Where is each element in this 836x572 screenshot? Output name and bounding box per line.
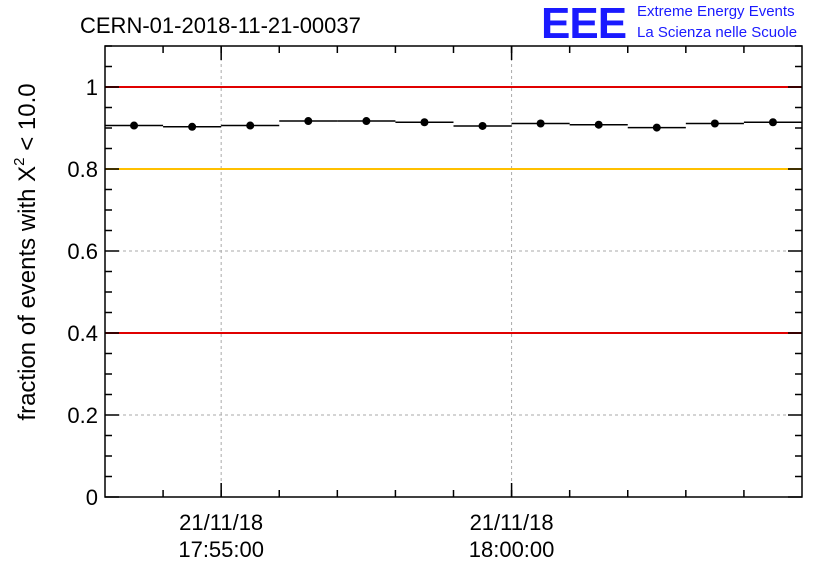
y-axis-label-suffix: < 10.0 xyxy=(14,83,41,157)
x-tick-label-date: 21/11/18 xyxy=(470,510,554,535)
data-point xyxy=(130,121,139,130)
data-point xyxy=(478,121,487,130)
y-axis-label-chi: X xyxy=(14,166,41,182)
eee-logo-line-1: Extreme Energy Events xyxy=(637,3,795,20)
y-tick-label: 0.4 xyxy=(67,321,98,346)
x-tick-label-time: 18:00:00 xyxy=(469,537,555,562)
grid-lines xyxy=(105,46,802,497)
y-axis-label-superscript: 2 xyxy=(11,157,28,165)
x-tick-label-time: 17:55:00 xyxy=(178,537,264,562)
data-point xyxy=(652,123,661,132)
data-point xyxy=(420,118,429,127)
data-point xyxy=(594,120,603,129)
y-tick-label: 0.6 xyxy=(67,239,98,264)
data-point xyxy=(536,119,545,128)
data-point xyxy=(710,119,719,128)
reference-lines xyxy=(105,86,802,334)
data-point xyxy=(304,117,313,126)
y-tick-label: 1 xyxy=(86,75,98,100)
data-series xyxy=(105,117,802,132)
data-point xyxy=(362,117,371,126)
y-tick-label: 0.2 xyxy=(67,403,98,428)
data-point xyxy=(768,118,777,127)
eee-logo: EEE Extreme Energy Events La Scienza nel… xyxy=(541,2,831,46)
x-tick-label-date: 21/11/18 xyxy=(179,510,263,535)
eee-logo-mark: EEE xyxy=(541,0,627,48)
data-point xyxy=(188,122,197,131)
y-tick-label: 0.8 xyxy=(67,157,98,182)
y-tick-label: 0 xyxy=(86,485,98,510)
y-axis-label: fraction of events with X2 < 10.0 xyxy=(11,83,41,420)
chart-title: CERN-01-2018-11-21-00037 xyxy=(80,13,361,38)
eee-logo-line-2: La Scienza nelle Scuole xyxy=(637,24,798,41)
axes: 00.20.40.60.8121/11/1817:55:0021/11/1818… xyxy=(67,45,802,562)
data-point xyxy=(246,121,255,130)
y-axis-label-prefix: fraction of events with xyxy=(14,182,41,421)
plot-frame xyxy=(104,45,803,498)
